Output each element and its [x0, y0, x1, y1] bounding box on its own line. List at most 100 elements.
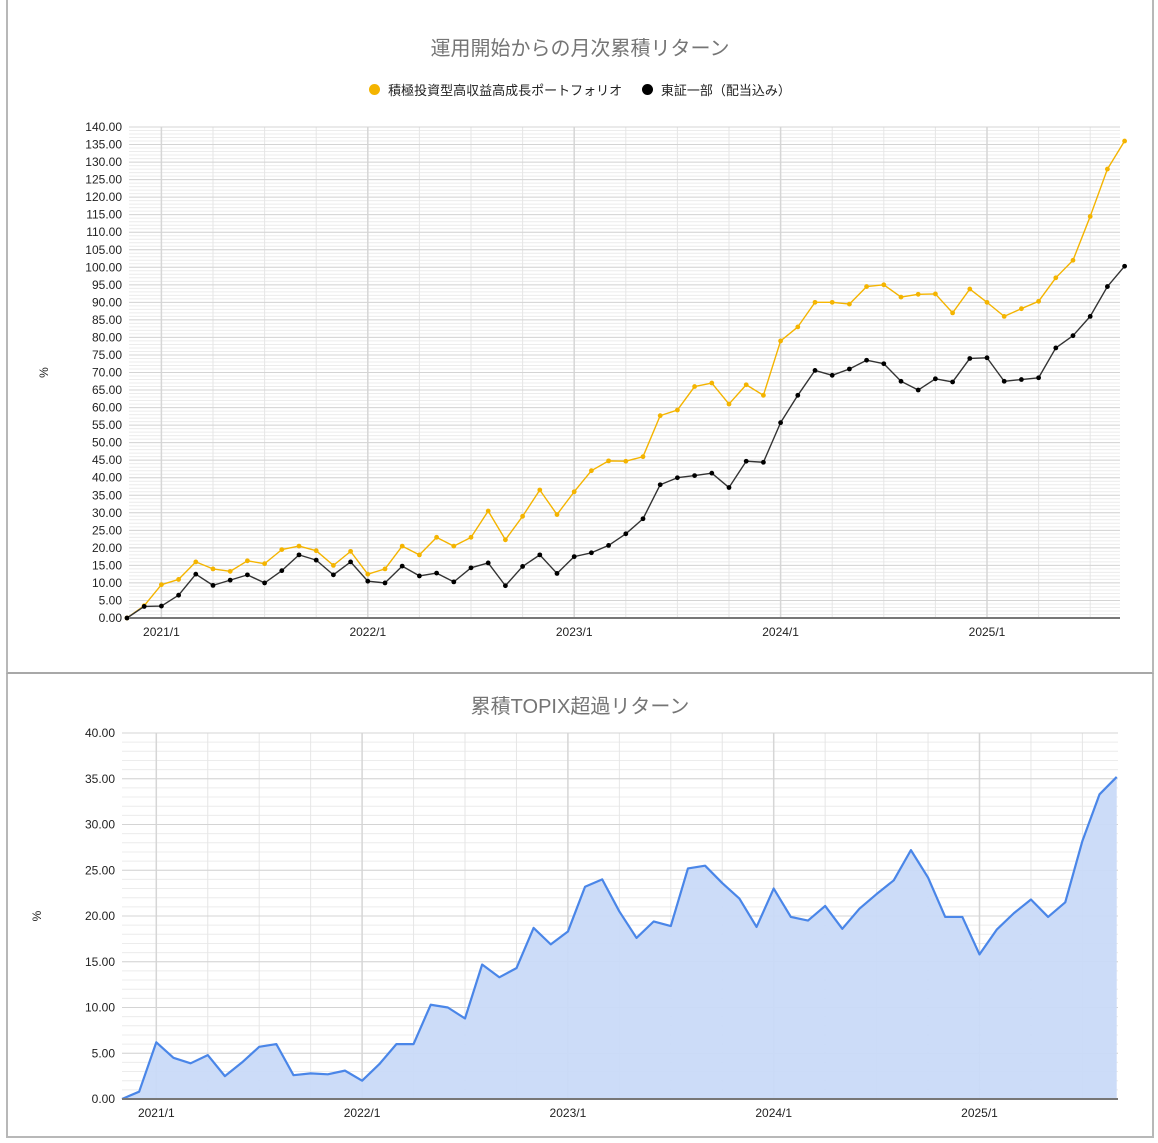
data-point[interactable] [503, 537, 508, 543]
data-point[interactable] [640, 454, 646, 460]
data-point[interactable] [812, 299, 818, 305]
data-point[interactable] [606, 543, 611, 548]
data-point[interactable] [537, 487, 543, 493]
data-point[interactable] [589, 468, 594, 474]
data-point[interactable] [950, 379, 955, 385]
data-point[interactable] [795, 392, 801, 398]
data-point[interactable] [1001, 378, 1007, 384]
data-point[interactable] [657, 413, 663, 419]
data-point[interactable] [761, 392, 766, 398]
data-point[interactable] [571, 554, 577, 560]
data-point[interactable] [743, 458, 749, 464]
data-point[interactable] [1070, 333, 1076, 339]
data-point[interactable] [709, 380, 715, 386]
data-point[interactable] [537, 552, 543, 558]
data-point[interactable] [503, 583, 508, 589]
data-point[interactable] [1053, 345, 1059, 351]
data-point[interactable] [1070, 257, 1076, 263]
data-point[interactable] [778, 338, 783, 344]
data-point[interactable] [434, 534, 439, 540]
data-point[interactable] [193, 571, 199, 577]
data-point[interactable] [193, 559, 199, 565]
data-point[interactable] [1105, 284, 1110, 289]
data-point[interactable] [726, 401, 732, 407]
data-point[interactable] [1019, 306, 1024, 312]
data-point[interactable] [417, 573, 422, 579]
data-point[interactable] [210, 566, 216, 572]
data-point[interactable] [262, 561, 267, 567]
data-point[interactable] [434, 570, 439, 576]
data-point[interactable] [382, 566, 388, 572]
data-point[interactable] [245, 572, 250, 578]
data-point[interactable] [1036, 298, 1041, 304]
data-point[interactable] [812, 367, 818, 373]
data-point[interactable] [279, 547, 285, 553]
data-point[interactable] [1053, 275, 1059, 281]
data-point[interactable] [675, 407, 680, 413]
data-point[interactable] [348, 559, 353, 565]
legend-item-topix[interactable]: 東証一部（配当込み） [641, 80, 791, 99]
data-point[interactable] [227, 577, 233, 583]
data-point[interactable] [451, 543, 457, 549]
data-point[interactable] [227, 568, 233, 574]
data-point[interactable] [829, 372, 835, 378]
data-point[interactable] [984, 355, 990, 361]
data-point[interactable] [933, 376, 938, 382]
data-point[interactable] [692, 384, 697, 389]
data-point[interactable] [692, 473, 697, 479]
data-point[interactable] [262, 580, 267, 586]
data-point[interactable] [571, 489, 577, 495]
data-point[interactable] [1001, 313, 1007, 319]
data-point[interactable] [657, 482, 663, 488]
data-point[interactable] [709, 470, 715, 476]
data-point[interactable] [829, 299, 835, 305]
data-point[interactable] [795, 324, 801, 330]
data-point[interactable] [898, 378, 904, 384]
data-point[interactable] [520, 564, 525, 569]
data-point[interactable] [1019, 377, 1024, 382]
data-point[interactable] [399, 543, 405, 549]
legend-item-portfolio[interactable]: 積極投資型高収益高成長ポートフォリオ [369, 80, 622, 99]
data-point[interactable] [313, 557, 319, 563]
data-point[interactable] [1122, 263, 1127, 269]
data-point[interactable] [847, 366, 852, 372]
data-point[interactable] [365, 578, 371, 584]
data-point[interactable] [124, 615, 130, 621]
data-point[interactable] [675, 475, 680, 481]
data-point[interactable] [1036, 375, 1041, 381]
data-point[interactable] [348, 548, 353, 554]
data-point[interactable] [950, 310, 955, 316]
data-point[interactable] [984, 299, 990, 305]
data-point[interactable] [761, 459, 766, 465]
data-point[interactable] [933, 291, 938, 297]
data-point[interactable] [554, 571, 560, 576]
data-point[interactable] [468, 565, 474, 571]
data-point[interactable] [778, 420, 783, 426]
data-point[interactable] [743, 382, 749, 388]
data-point[interactable] [1087, 313, 1093, 319]
data-point[interactable] [554, 512, 560, 517]
data-point[interactable] [623, 458, 629, 464]
data-point[interactable] [245, 558, 250, 564]
data-point[interactable] [451, 579, 457, 585]
data-point[interactable] [141, 604, 147, 609]
data-point[interactable] [881, 361, 887, 367]
data-point[interactable] [159, 582, 164, 588]
data-point[interactable] [589, 550, 594, 556]
data-point[interactable] [915, 291, 921, 297]
data-point[interactable] [967, 356, 973, 361]
data-point[interactable] [399, 563, 405, 569]
data-point[interactable] [881, 282, 887, 288]
data-point[interactable] [468, 534, 474, 540]
data-point[interactable] [176, 577, 182, 582]
data-point[interactable] [606, 458, 611, 464]
data-point[interactable] [210, 582, 216, 588]
data-point[interactable] [331, 562, 336, 568]
data-point[interactable] [847, 301, 852, 307]
data-point[interactable] [417, 552, 422, 558]
data-point[interactable] [640, 516, 646, 522]
data-point[interactable] [296, 552, 302, 558]
data-point[interactable] [485, 508, 491, 514]
data-point[interactable] [485, 560, 491, 566]
data-point[interactable] [864, 284, 869, 289]
